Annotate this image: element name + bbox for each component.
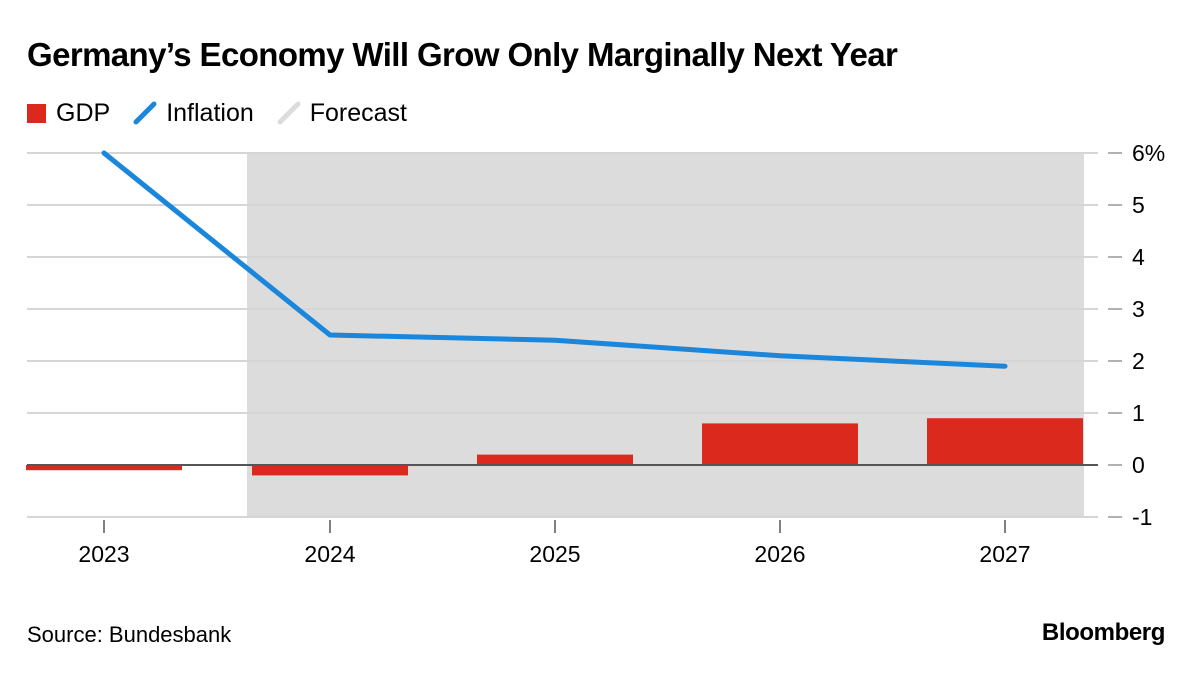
- inflation-line-group: [101, 150, 1008, 369]
- gdp-bar-2026: [702, 423, 858, 465]
- y-axis-ticks-group: -1 0 1 2 3 4 5 6%: [1108, 140, 1165, 530]
- x-axis-ticks-group: 2023 2024 2025 2026 2027: [78, 520, 1031, 567]
- gdp-bar-2023: [26, 465, 182, 471]
- y-tick-label-0: 0: [1132, 452, 1145, 478]
- brand-logo: Bloomberg: [1041, 619, 1165, 646]
- forecast-swatch: [277, 101, 301, 125]
- y-tick-label-3: 3: [1132, 296, 1145, 322]
- y-tick-label--1: -1: [1132, 504, 1152, 530]
- chart-title: Germany’s Economy Will Grow Only Margina…: [27, 36, 898, 73]
- legend: GDP Inflation Forecast: [27, 98, 429, 128]
- inflation-swatch: [133, 101, 157, 125]
- gdp-bars-group: [26, 418, 1083, 476]
- gdp-bar-2024: [252, 465, 408, 476]
- gdp-bar-2025: [477, 454, 633, 465]
- y-tick-label-5: 5: [1132, 192, 1145, 218]
- legend-item-inflation: Inflation: [132, 99, 254, 128]
- source-note: Source: Bundesbank: [27, 622, 232, 647]
- y-tick-label-6: 6%: [1132, 140, 1165, 166]
- x-tick-label-2027: 2027: [979, 541, 1030, 567]
- legend-item-forecast: Forecast: [276, 99, 407, 128]
- x-tick-label-2023: 2023: [78, 541, 129, 567]
- legend-item-gdp: GDP: [27, 99, 110, 128]
- legend-label-gdp: GDP: [56, 98, 111, 127]
- legend-label-forecast: Forecast: [309, 98, 408, 127]
- y-tick-label-2: 2: [1132, 348, 1145, 374]
- gdp-swatch: [27, 103, 46, 123]
- x-tick-label-2026: 2026: [754, 541, 805, 567]
- inflation-line: [101, 150, 1008, 369]
- legend-label-inflation: Inflation: [166, 98, 254, 127]
- gdp-bar-2027: [927, 418, 1083, 465]
- x-tick-label-2025: 2025: [529, 541, 580, 567]
- y-tick-label-1: 1: [1132, 400, 1145, 426]
- y-tick-label-4: 4: [1132, 244, 1145, 270]
- x-tick-label-2024: 2024: [304, 541, 355, 567]
